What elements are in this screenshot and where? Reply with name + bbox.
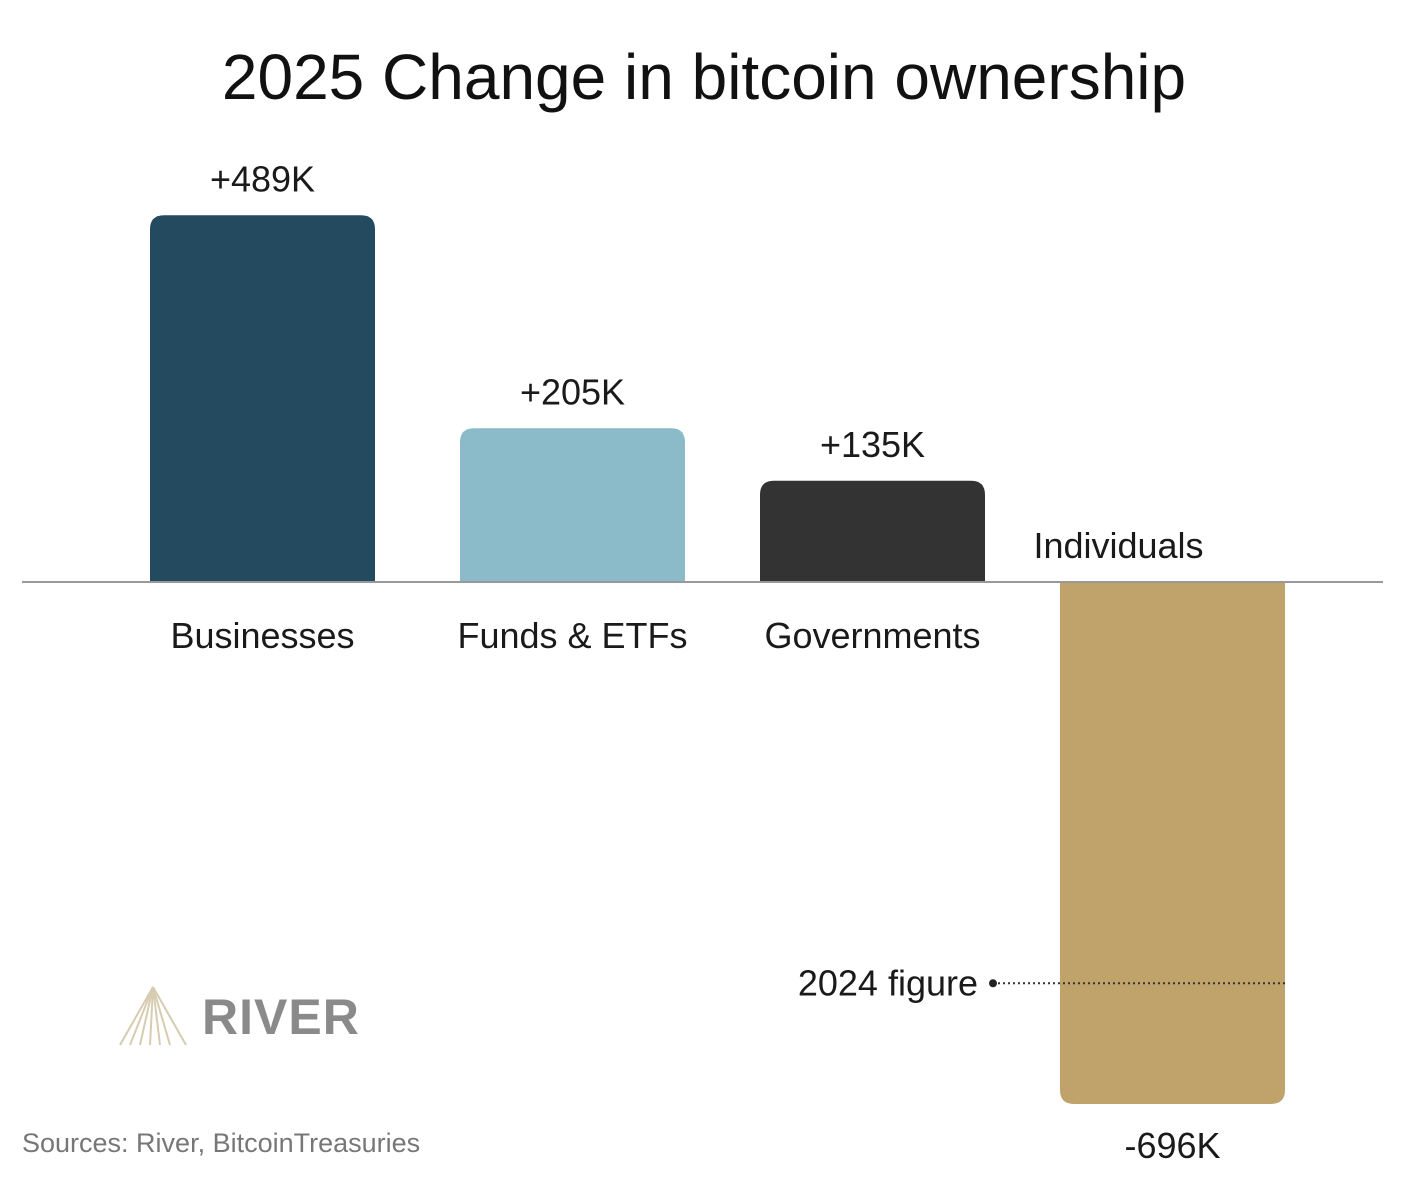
data-label: -696K	[1124, 1125, 1220, 1166]
data-label: +205K	[520, 371, 625, 412]
data-label: +489K	[210, 158, 315, 199]
annotation-dot-2024	[989, 979, 997, 988]
category-label: Funds & ETFs	[457, 615, 687, 656]
source-note: Sources: River, BitcoinTreasuries	[22, 1128, 421, 1158]
category-label: Individuals	[1033, 525, 1203, 566]
annotation-label: 2024 figure	[798, 962, 978, 1003]
bar-individuals	[1060, 582, 1285, 1104]
category-label: Governments	[764, 615, 980, 656]
data-label: +135K	[820, 424, 925, 465]
bar-funds-etfs	[460, 428, 685, 582]
chart-title: 2025 Change in bitcoin ownership	[221, 41, 1187, 113]
category-label: Businesses	[170, 615, 354, 656]
river-logo-text: RIVER	[202, 989, 360, 1045]
river-logo-icon	[119, 986, 187, 1046]
river-logo: RIVER	[118, 985, 360, 1049]
bar-governments	[760, 480, 985, 582]
bar-businesses	[150, 215, 375, 582]
